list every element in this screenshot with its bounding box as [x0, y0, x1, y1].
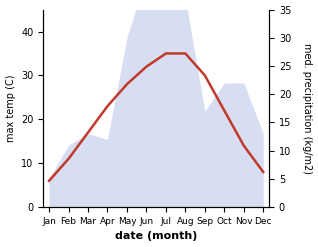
Y-axis label: max temp (C): max temp (C) — [5, 75, 16, 142]
X-axis label: date (month): date (month) — [115, 231, 197, 242]
Y-axis label: med. precipitation (kg/m2): med. precipitation (kg/m2) — [302, 43, 313, 174]
